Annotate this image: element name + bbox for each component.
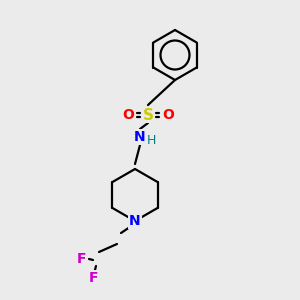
Text: H: H: [146, 134, 156, 146]
Text: F: F: [76, 252, 86, 266]
Text: N: N: [129, 214, 141, 228]
Text: O: O: [122, 108, 134, 122]
Text: F: F: [89, 271, 99, 285]
Text: O: O: [162, 108, 174, 122]
Text: N: N: [134, 130, 146, 144]
Text: S: S: [142, 107, 154, 122]
